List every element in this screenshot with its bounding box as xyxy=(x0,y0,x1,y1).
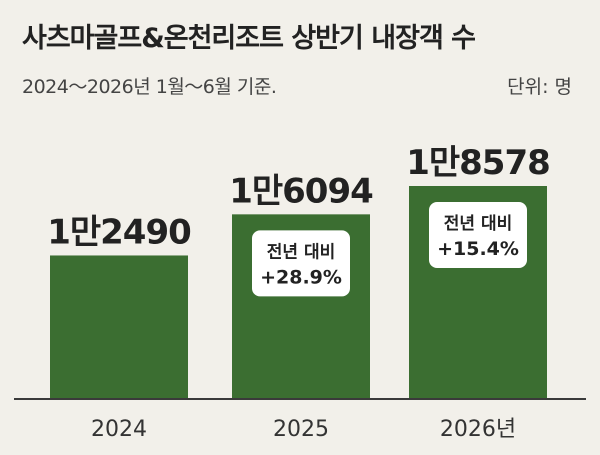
unit-label: 단위: 명 xyxy=(507,76,572,98)
callout-line1-2: 전년 대비 xyxy=(444,214,512,234)
callout-box-2 xyxy=(429,202,527,268)
value-label-2: 1만8578 xyxy=(406,143,550,183)
value-label-0: 1만2490 xyxy=(47,212,191,252)
x-axis-baseline xyxy=(14,398,586,400)
chart-title: 사츠마골프&온천리조트 상반기 내장객 수 xyxy=(22,23,476,54)
category-label-0: 2024 xyxy=(91,417,147,442)
chart-subtitle: 2024～2026년 1월～6월 기준. xyxy=(22,76,277,98)
category-label-1: 2025 xyxy=(273,417,329,442)
callout-line2-1: +28.9% xyxy=(260,266,342,288)
callout-box-1 xyxy=(252,230,350,297)
bar-0 xyxy=(50,255,188,398)
callout-line1-1: 전년 대비 xyxy=(267,242,335,262)
value-label-1: 1만6094 xyxy=(229,171,373,211)
callout-line2-2: +15.4% xyxy=(437,238,519,260)
category-label-2: 2026년 xyxy=(440,417,516,442)
